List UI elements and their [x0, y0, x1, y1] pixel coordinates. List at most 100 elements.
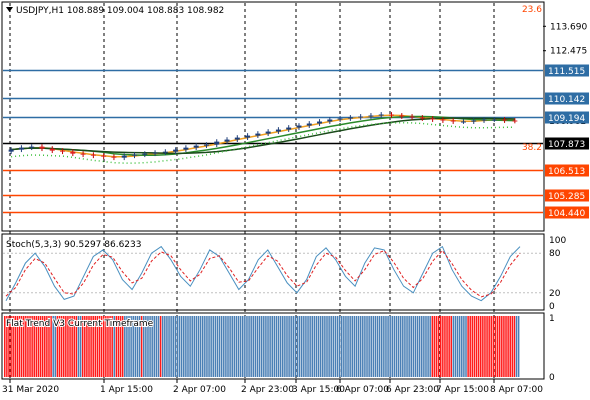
candle-body	[193, 145, 199, 148]
flat-trend-bar	[151, 316, 153, 377]
flat-trend-bar	[69, 316, 71, 377]
flat-trend-bar	[273, 316, 276, 377]
flat-trend-bar	[67, 316, 69, 377]
flat-trend-bar	[406, 316, 408, 377]
stoch-tick-label: 20	[549, 289, 561, 299]
flat-trend-bar	[155, 316, 158, 377]
candles	[8, 112, 518, 161]
candle-body	[203, 144, 209, 146]
flat-trend-bar	[454, 316, 457, 377]
flat-trend-bar	[117, 316, 120, 377]
flat-trend-bar	[275, 316, 278, 377]
flat-trend-bar	[513, 316, 516, 377]
candle-body	[234, 137, 240, 140]
flat-trend-bar	[338, 316, 341, 377]
candle-body	[296, 125, 302, 128]
flat-trend-bar	[254, 316, 257, 377]
flat-trend-bar	[437, 316, 440, 377]
flat-trend-title: Flat Trend V3 Current Timeframe	[6, 319, 154, 329]
flat-trend-bar	[229, 316, 231, 377]
flat-trend-bar	[479, 316, 482, 377]
flat-trend-bar	[490, 316, 493, 377]
flat-trend-bar	[239, 316, 242, 377]
flat-trend-bar	[376, 316, 379, 377]
flat-trend-bar	[199, 316, 202, 377]
flat-trend-bar	[362, 316, 364, 377]
candle-body	[18, 147, 24, 150]
level-label-box	[545, 206, 589, 219]
flat-trend-bar	[50, 316, 52, 377]
candle-body	[286, 127, 292, 130]
flat-trend-bar	[402, 316, 404, 377]
flat-trend-bar	[191, 316, 193, 377]
candle-body	[502, 119, 508, 121]
flat-trend-bar	[370, 316, 372, 377]
flat-trend-bar	[330, 316, 332, 377]
symbol-header: USDJPY,H1 108.889 109.004 108.883 108.98…	[16, 6, 224, 16]
flat-trend-bar	[448, 316, 450, 377]
candle-body	[132, 154, 137, 156]
flat-trend-bar	[233, 316, 236, 377]
level-label: 105.285	[548, 192, 585, 202]
fib-corner-label: 23.6	[522, 5, 542, 15]
candle-body	[60, 150, 66, 152]
flat-trend-bar	[279, 316, 282, 377]
flat-trend-bar	[383, 316, 385, 377]
flat-trend-bar	[477, 316, 480, 377]
flat-trend-bar	[31, 316, 33, 377]
flat-trend-bar	[172, 316, 175, 377]
flat-trend-bar	[442, 316, 444, 377]
candle-body	[70, 151, 76, 154]
flat-trend-bar	[404, 316, 406, 377]
flat-trend-bar	[166, 316, 168, 377]
flat-trend-bar	[174, 316, 177, 377]
level-label: 104.440	[548, 209, 585, 219]
candle-body	[327, 119, 333, 122]
flat-trend-bar	[385, 316, 387, 377]
flat-trend-bar	[235, 316, 238, 377]
flat-trend-bar	[425, 316, 427, 377]
flat-trend-bar	[347, 316, 349, 377]
flat-trend-bar	[111, 316, 113, 377]
flat-trend-bar	[389, 316, 391, 377]
flat-trend-bar	[378, 316, 381, 377]
flat-trend-bar	[193, 316, 196, 377]
flat-trend-bar	[214, 316, 217, 377]
collapse-triangle-icon[interactable]	[6, 7, 13, 12]
flat-trend-bar	[33, 316, 36, 377]
flat-trend-bar	[143, 316, 145, 377]
flat-trend-bar	[303, 316, 305, 377]
flat-trend-bar	[515, 316, 518, 377]
flat-trend-bar	[452, 316, 455, 377]
flat-trend-bar	[461, 316, 463, 377]
price-panel-frame	[1, 1, 545, 232]
stoch-main-line	[5, 245, 521, 302]
candle-body	[440, 119, 446, 121]
flat-trend-bar	[35, 316, 38, 377]
flat-trend-bar	[94, 316, 97, 377]
flat-trend-bar	[387, 316, 389, 377]
candle-body	[214, 141, 220, 145]
flat-trend-bar	[450, 316, 453, 377]
flat-trend-bar	[471, 316, 474, 377]
candle-body	[121, 155, 127, 158]
flat-trend-bar	[252, 316, 255, 377]
flat-trend-bar	[412, 316, 415, 377]
flat-trend-bar	[8, 316, 10, 377]
flat-trend-bar	[138, 316, 141, 377]
flat-trend-bar	[357, 316, 360, 377]
flat-trend-bar	[372, 316, 375, 377]
flat-trend-bar	[210, 316, 212, 377]
flat-trend-tick-label: 0	[549, 373, 555, 383]
flat-trend-bar	[446, 316, 448, 377]
flat-trend-bar	[102, 316, 105, 377]
level-labels: 111.515 110.142 109.194 107.873 106.513 105.2…	[545, 64, 589, 219]
flat-trend-bar	[469, 316, 471, 377]
flat-trend-bar	[20, 316, 23, 377]
flat-trend-bar	[180, 316, 183, 377]
flat-trend-bar	[517, 316, 520, 377]
time-tick-label: 7 Apr 15:00	[436, 385, 489, 395]
flat-trend-bar	[12, 316, 14, 377]
flat-trend-bar	[164, 316, 166, 377]
